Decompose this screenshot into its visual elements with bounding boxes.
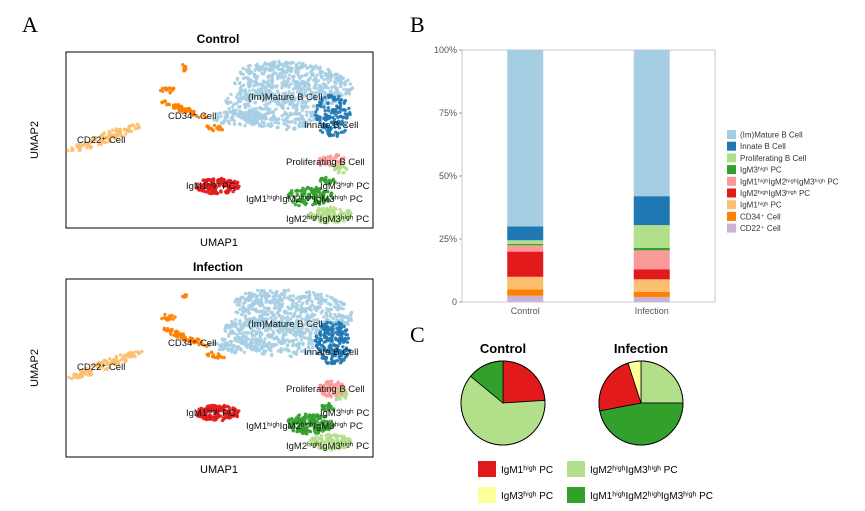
pie-legend-swatch-yellow: [478, 487, 496, 503]
cluster-label-prolif: Proliferating B Cell: [286, 384, 365, 395]
umap-title: Control: [197, 32, 240, 46]
legend-swatch-innate: [727, 141, 736, 151]
pie-legend-label-yellow: IgM3ʰⁱᵍʰ PC: [501, 491, 553, 502]
pie-legend-swatch-igm23: [478, 461, 496, 477]
cluster-label-cd34: CD34⁺ Cell: [168, 111, 216, 122]
pie-slice-igm3: [599, 402, 684, 446]
legend-label-igm23: IgM2ʰⁱᵍʰIgM3ʰⁱᵍʰ PC: [740, 189, 810, 198]
pie-outline: [460, 360, 546, 446]
pie-slice-igm23: [502, 360, 546, 404]
y-tick-label: 25%: [439, 234, 457, 244]
umap-points: (Im)Mature B Cell Innate B Cell CD34⁺ Cell…: [67, 288, 370, 452]
bar-segment-cd22: [633, 296, 670, 302]
cluster-label-cd34: CD34⁺ Cell: [168, 338, 216, 349]
pie-legend: IgM1ʰⁱᵍʰ PC IgM2ʰⁱᵍʰIgM3ʰⁱᵍʰ PC IgM3ʰⁱᵍʰ P…: [478, 461, 713, 503]
legend-swatch-igm123: [727, 176, 736, 186]
stacked-bar-chart: 0 25% 50% 75% 100% Control Infection: [434, 45, 716, 316]
bar-segment-innate: [507, 226, 544, 241]
bar-segment-cd34: [507, 289, 544, 296]
umap-y-axis-label: UMAP2: [29, 121, 41, 159]
cluster-label-mature: (Im)Mature B Cell: [248, 319, 322, 330]
legend-swatch-igm1: [727, 200, 736, 210]
pie-charts: Control Infection: [460, 341, 684, 446]
y-tick-label: 50%: [439, 171, 457, 181]
cluster-label-igm1: IgM1ʰⁱᵍʰ PC: [186, 181, 236, 192]
legend-label-innate: Innate B Cell: [740, 142, 786, 151]
panel-label-c: C: [410, 322, 425, 347]
pie-legend-label-prolif: IgM2ʰⁱᵍʰIgM3ʰⁱᵍʰ PC: [590, 465, 678, 476]
cluster-label-prolif: Proliferating B Cell: [286, 157, 365, 168]
legend-label-igm3: IgM3ʰⁱᵍʰ PC: [740, 166, 782, 175]
cluster-label-igm3: IgM3ʰⁱᵍʰ PC: [320, 408, 370, 419]
legend-label-mature: (Im)Mature B Cell: [740, 131, 803, 140]
legend-swatch-mature: [727, 130, 736, 139]
panel-label-a: A: [22, 12, 38, 37]
legend-label-igm123: IgM1ʰⁱᵍʰIgM2ʰⁱᵍʰIgM3ʰⁱᵍʰ PC: [740, 177, 839, 186]
legend-label-cd22: CD22⁺ Cell: [740, 224, 781, 233]
x-tick-label: Infection: [635, 306, 669, 316]
pie-legend-label-igm3: IgM1ʰⁱᵍʰIgM2ʰⁱᵍʰIgM3ʰⁱᵍʰ PC: [590, 491, 713, 502]
umap-control: Control (Im)Mature B Cell Innate B Cell CD…: [29, 32, 374, 249]
bar-segment-cd34: [633, 291, 670, 297]
bar-segment-igm3: [633, 247, 670, 251]
cluster-label-mature: (Im)Mature B Cell: [248, 92, 322, 103]
pie-outline: [598, 360, 684, 446]
cluster-label-igm23: IgM2ʰⁱᵍʰIgM3ʰⁱᵍʰ PC: [286, 441, 369, 452]
cluster-label-igm123: IgM1ʰⁱᵍʰIgM2ʰⁱᵍʰIgM3ʰⁱᵍʰ PC: [246, 194, 363, 205]
bar-legend: (Im)Mature B Cell Innate B Cell Proliferat…: [727, 130, 839, 233]
bar-segment-cd22: [507, 295, 544, 302]
pie-legend-label-igm23: IgM1ʰⁱᵍʰ PC: [501, 465, 553, 476]
bar-segment-igm123: [633, 250, 670, 270]
cluster-label-innate: Innate B Cell: [304, 120, 358, 131]
pie-legend-swatch-prolif: [567, 461, 585, 477]
umap-x-axis-label: UMAP1: [200, 464, 238, 476]
cluster-label-innate: Innate B Cell: [304, 347, 358, 358]
bar-segment-innate: [633, 196, 670, 226]
cluster-label-cd22: CD22⁺ Cell: [77, 135, 125, 146]
umap-points: (Im)Mature B Cell Innate B Cell CD34⁺ Cell…: [66, 59, 370, 225]
cluster-label-igm1: IgM1ʰⁱᵍʰ PC: [186, 408, 236, 419]
bar-segment-mature: [633, 50, 670, 197]
legend-label-prolif: Proliferating B Cell: [740, 154, 806, 163]
pie-title: Control: [480, 341, 526, 356]
bar-segment-prolif: [507, 240, 544, 245]
umap-y-axis-label: UMAP2: [29, 349, 41, 387]
panel-label-b: B: [410, 12, 425, 37]
y-tick-label: 100%: [434, 45, 457, 55]
bar-segment-mature: [507, 50, 544, 227]
umap-x-axis-label: UMAP1: [200, 237, 238, 249]
pie-legend-swatch-igm3: [567, 487, 585, 503]
legend-swatch-cd22: [727, 223, 736, 233]
bar-segment-igm3: [507, 244, 544, 246]
x-tick-label: Control: [511, 306, 540, 316]
y-tick-label: 75%: [439, 108, 457, 118]
legend-label-cd34: CD34⁺ Cell: [740, 212, 781, 221]
legend-swatch-igm23: [727, 188, 736, 198]
bar-segment-igm1: [507, 276, 544, 290]
legend-swatch-igm3: [727, 165, 736, 175]
bar-segment-igm23: [633, 269, 670, 280]
bar-segment-igm23: [507, 251, 544, 277]
pie-slice-prolif: [640, 360, 684, 404]
bar-segment-prolif: [633, 225, 670, 248]
bar-segment-igm1: [633, 279, 670, 292]
y-tick-label: 0: [452, 297, 457, 307]
umap-infection: Infection (Im)Mature B Cell Innate B Cell…: [29, 260, 374, 476]
bar-plot-frame: [461, 49, 716, 303]
cluster-label-igm123: IgM1ʰⁱᵍʰIgM2ʰⁱᵍʰIgM3ʰⁱᵍʰ PC: [246, 421, 363, 432]
umap-title: Infection: [193, 260, 243, 274]
cluster-label-igm23: IgM2ʰⁱᵍʰIgM3ʰⁱᵍʰ PC: [286, 214, 369, 225]
cluster-label-cd22: CD22⁺ Cell: [77, 362, 125, 373]
bar-segment-igm123: [507, 245, 544, 252]
legend-swatch-prolif: [727, 153, 736, 163]
legend-label-igm1: IgM1ʰⁱᵍʰ PC: [740, 201, 782, 210]
legend-swatch-cd34: [727, 211, 736, 221]
cluster-label-igm3: IgM3ʰⁱᵍʰ PC: [320, 181, 370, 192]
pie-title: Infection: [614, 341, 668, 356]
